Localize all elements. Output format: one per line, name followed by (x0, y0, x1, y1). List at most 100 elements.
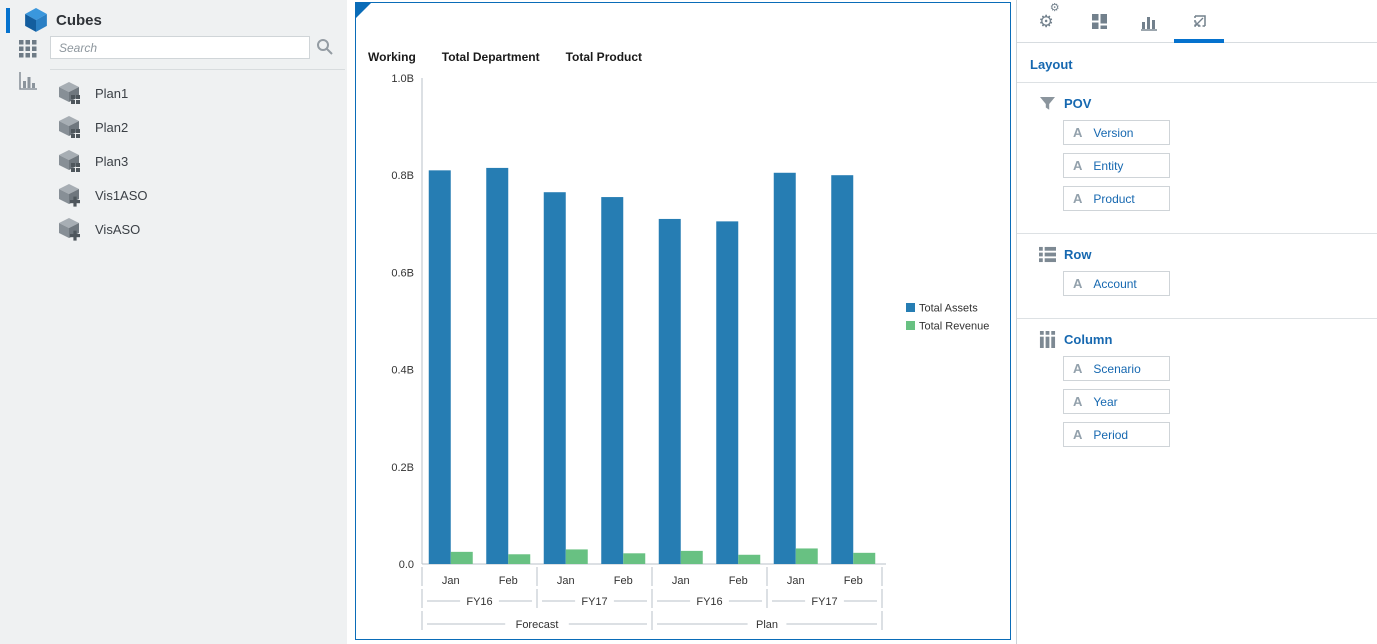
y-tick-label: 0.0 (399, 559, 414, 571)
layout-field-period[interactable]: A Period (1063, 422, 1170, 447)
field-type-letter: A (1073, 276, 1083, 291)
bar-total-assets-0[interactable] (428, 170, 451, 564)
bar-total-revenue-7[interactable] (853, 552, 876, 564)
category-label: Feb (499, 575, 518, 587)
bar-total-revenue-2[interactable] (565, 549, 588, 564)
pov-fields: A Version A Entity A Product (1063, 120, 1377, 211)
section-column: Column A Scenario A Year A Period (1017, 319, 1377, 469)
divider (50, 69, 345, 70)
bar-total-assets-7[interactable] (831, 175, 854, 564)
scenario-group-label: Plan (756, 619, 778, 631)
columns-icon (1039, 331, 1056, 348)
layout-field-scenario[interactable]: A Scenario (1063, 356, 1170, 381)
chart-pov-row: Working Total Department Total Product (368, 50, 642, 64)
legend-swatch (906, 303, 915, 312)
field-label: Version (1093, 125, 1134, 140)
cube-item-plan2[interactable]: Plan2 (0, 110, 347, 144)
legend-label: Total Assets (919, 303, 978, 315)
layout-field-account[interactable]: A Account (1063, 271, 1170, 296)
active-accent-bar (6, 8, 10, 33)
field-label: Period (1093, 427, 1129, 442)
layout-frame-icon[interactable] (1174, 0, 1224, 43)
panel-title: Layout (1030, 57, 1073, 72)
bar-total-assets-2[interactable] (543, 192, 566, 564)
search-input[interactable] (50, 36, 310, 59)
cube-item-label: Plan1 (95, 85, 129, 101)
section-label: Row (1064, 247, 1092, 262)
cube-item-label: Plan3 (95, 153, 129, 169)
bar-total-revenue-0[interactable] (450, 551, 473, 564)
legend-label: Total Revenue (919, 321, 989, 333)
selected-corner-fold-icon (355, 2, 372, 19)
sidebar-title: Cubes (56, 12, 102, 29)
legend-swatch (906, 321, 915, 330)
bar-chart[interactable]: 1.0B 0.8B 0.6B 0.4B 0.2B 0.0 Jan Feb Jan Feb Jan Fe… (356, 3, 1010, 639)
cube-item-label: Vis1ASO (95, 187, 148, 203)
cube-logo-icon (25, 8, 47, 32)
search-icon[interactable] (314, 37, 336, 59)
gears-icon[interactable]: ⚙ ⚙ (1024, 0, 1074, 43)
layout-field-entity[interactable]: A Entity (1063, 153, 1170, 178)
bar-total-assets-6[interactable] (773, 172, 796, 564)
chart-icon[interactable] (1124, 0, 1174, 43)
field-label: Year (1093, 394, 1118, 409)
pov-item-product[interactable]: Total Product (565, 50, 643, 64)
cube-item-plan1[interactable]: Plan1 (0, 76, 347, 110)
pov-item-entity[interactable]: Total Department (441, 50, 540, 64)
bar-total-assets-1[interactable] (486, 167, 509, 564)
section-row: Row A Account (1017, 234, 1377, 318)
funnel-icon (1040, 97, 1055, 110)
cube-item-vis1aso[interactable]: Vis1ASO (0, 178, 347, 212)
layout-field-year[interactable]: A Year (1063, 389, 1170, 414)
cubes-sidebar: Cubes Plan1 (0, 0, 347, 644)
field-label: Product (1093, 191, 1135, 206)
cube-item-plan3[interactable]: Plan3 (0, 144, 347, 178)
category-label: Jan (442, 575, 460, 587)
row-fields: A Account (1063, 271, 1377, 296)
divider (1017, 233, 1377, 234)
chart-panel: Working Total Department Total Product 1… (355, 2, 1011, 640)
year-group-label: FY17 (811, 596, 837, 608)
grid-icon[interactable] (16, 38, 40, 62)
bar-total-assets-3[interactable] (601, 197, 624, 564)
category-label: Feb (614, 575, 633, 587)
category-label: Feb (844, 575, 863, 587)
divider (1017, 82, 1377, 83)
year-group-label: FY16 (696, 596, 722, 608)
category-label: Jan (672, 575, 690, 587)
cube-plus-icon (59, 183, 80, 207)
scenario-group-label: Forecast (516, 619, 559, 631)
cube-item-visaso[interactable]: VisASO (0, 212, 347, 246)
bar-total-revenue-3[interactable] (623, 553, 646, 564)
field-label: Account (1093, 276, 1137, 291)
section-label: POV (1064, 96, 1092, 111)
y-tick-label: 0.6B (391, 267, 414, 279)
bar-chart-icon[interactable] (16, 70, 40, 94)
bar-total-revenue-4[interactable] (680, 550, 703, 564)
layout-field-product[interactable]: A Product (1063, 186, 1170, 211)
category-label: Feb (729, 575, 748, 587)
y-tick-label: 0.8B (391, 170, 414, 182)
cube-item-label: VisASO (95, 221, 141, 237)
section-pov: POV A Version A Entity A Product (1017, 83, 1377, 233)
category-label: Jan (787, 575, 805, 587)
bar-total-revenue-6[interactable] (795, 548, 818, 564)
bar-total-assets-4[interactable] (658, 218, 681, 564)
category-label: Jan (557, 575, 575, 587)
blocks-icon[interactable] (1074, 0, 1124, 43)
column-fields: A Scenario A Year A Period (1063, 356, 1377, 447)
bar-total-revenue-5[interactable] (738, 554, 761, 564)
cube-grid-icon (59, 81, 80, 104)
pov-item-version[interactable]: Working (368, 50, 416, 64)
layout-field-version[interactable]: A Version (1063, 120, 1170, 145)
field-type-letter: A (1073, 158, 1083, 173)
y-tick-label: 0.2B (391, 462, 414, 474)
y-tick-label: 0.4B (391, 365, 414, 377)
cube-item-label: Plan2 (95, 119, 129, 135)
bar-total-assets-5[interactable] (716, 221, 739, 564)
field-type-letter: A (1073, 394, 1083, 409)
field-type-letter: A (1073, 125, 1083, 140)
section-label: Column (1064, 332, 1113, 347)
bar-total-revenue-1[interactable] (508, 554, 531, 564)
y-tick-label: 1.0B (391, 73, 414, 85)
